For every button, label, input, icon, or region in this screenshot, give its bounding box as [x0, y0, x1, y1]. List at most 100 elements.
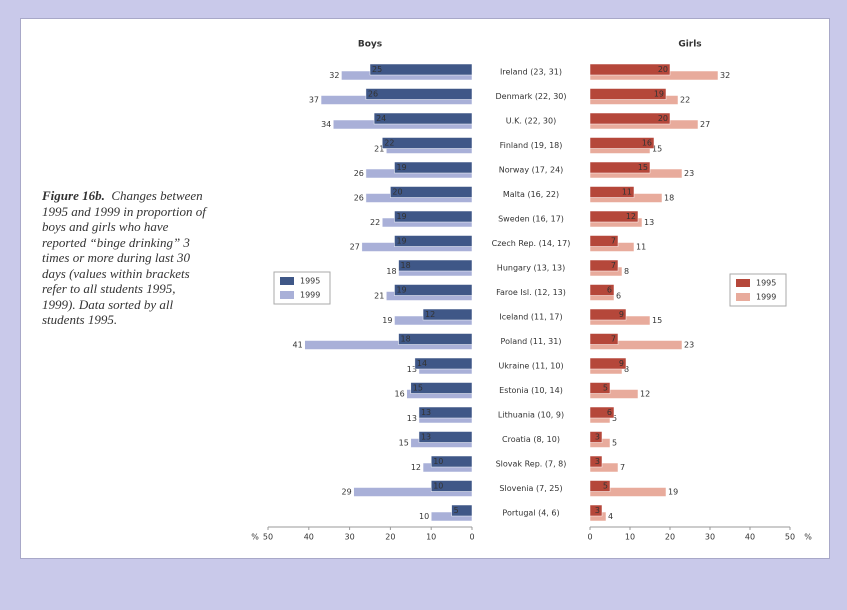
legend-swatch — [280, 277, 294, 285]
x-tick-label: 20 — [665, 533, 675, 542]
value-label: 3 — [595, 506, 600, 515]
legend-label: 1995 — [756, 279, 776, 288]
value-label: 10 — [419, 512, 429, 521]
legend-label: 1999 — [756, 293, 776, 302]
bar — [414, 357, 473, 370]
bar — [589, 210, 639, 223]
x-tick-label: 50 — [263, 533, 273, 542]
bar — [589, 235, 619, 247]
bar — [589, 455, 603, 468]
value-label: 7 — [620, 463, 625, 472]
value-label: 7 — [611, 237, 616, 246]
value-label: 19 — [654, 90, 664, 99]
value-label: 6 — [616, 292, 621, 301]
x-tick-label: 30 — [705, 533, 715, 542]
value-label: 25 — [372, 65, 382, 74]
bar — [589, 63, 671, 76]
bar — [589, 504, 603, 517]
bar — [589, 161, 651, 174]
value-label: 37 — [309, 96, 319, 105]
value-label: 5 — [454, 506, 459, 515]
category-label: Lithuania (10, 9) — [498, 411, 564, 420]
unit-right: % — [804, 533, 812, 542]
value-label: 5 — [612, 439, 617, 448]
category-label: Estonia (10, 14) — [499, 386, 563, 395]
value-label: 12 — [411, 463, 421, 472]
category-label: Iceland (11, 17) — [499, 313, 562, 322]
value-label: 8 — [624, 365, 629, 374]
value-label: 3 — [595, 433, 600, 442]
bar — [589, 333, 619, 345]
category-label: Slovak Rep. (7, 8) — [496, 460, 567, 469]
value-label: 9 — [619, 359, 624, 368]
value-label: 8 — [624, 267, 629, 276]
bar — [394, 210, 473, 223]
value-label: 22 — [370, 218, 380, 227]
bar — [304, 340, 473, 350]
legend-swatch — [280, 291, 294, 299]
category-label: Faroe Isl. (12, 13) — [496, 288, 566, 297]
bar — [353, 487, 473, 497]
value-label: 19 — [382, 316, 392, 325]
value-label: 15 — [638, 163, 648, 172]
value-label: 18 — [401, 335, 411, 344]
value-label: 12 — [626, 212, 636, 221]
value-label: 27 — [350, 243, 360, 252]
category-label: Ireland (23, 31) — [500, 68, 562, 77]
bar — [589, 284, 615, 296]
x-tick-label: 0 — [469, 533, 474, 542]
value-label: 22 — [384, 139, 394, 148]
category-label: Portugal (4, 6) — [502, 509, 559, 518]
bar — [418, 406, 473, 419]
left-title: Boys — [358, 40, 382, 50]
bar — [589, 340, 683, 350]
value-label: 6 — [607, 408, 612, 417]
value-label: 21 — [374, 145, 384, 154]
value-label: 34 — [321, 120, 331, 129]
x-tick-label: 30 — [345, 533, 355, 542]
bar — [589, 137, 655, 149]
x-tick-label: 10 — [426, 533, 436, 542]
value-label: 19 — [396, 163, 406, 172]
x-tick-label: 20 — [385, 533, 395, 542]
value-label: 6 — [607, 286, 612, 295]
value-label: 27 — [700, 120, 710, 129]
value-label: 19 — [668, 488, 678, 497]
value-label: 20 — [658, 65, 668, 74]
value-label: 32 — [329, 71, 339, 80]
bar — [589, 88, 667, 100]
bar — [589, 259, 619, 272]
bar — [394, 161, 473, 174]
value-label: 18 — [401, 261, 411, 270]
value-label: 15 — [652, 145, 662, 154]
legend-swatch — [736, 293, 750, 301]
bar — [589, 382, 611, 394]
value-label: 19 — [396, 286, 406, 295]
value-label: 24 — [376, 114, 386, 123]
bar — [451, 504, 473, 517]
bar — [589, 357, 627, 370]
value-label: 16 — [395, 390, 405, 399]
value-label: 15 — [399, 439, 409, 448]
legend-swatch — [736, 279, 750, 287]
value-label: 7 — [611, 261, 616, 270]
x-tick-label: 40 — [304, 533, 314, 542]
bar — [422, 308, 473, 321]
bar — [589, 431, 603, 443]
category-label: U.K. (22, 30) — [506, 117, 556, 126]
bar — [373, 112, 473, 125]
category-label: Czech Rep. (14, 17) — [492, 239, 571, 248]
value-label: 15 — [413, 384, 423, 393]
x-tick-label: 50 — [785, 533, 795, 542]
value-label: 12 — [425, 310, 435, 319]
bar — [398, 259, 473, 272]
value-label: 22 — [680, 96, 690, 105]
value-label: 16 — [642, 139, 652, 148]
bar — [394, 284, 473, 296]
bar — [418, 431, 473, 443]
bar — [589, 480, 611, 492]
bar — [589, 462, 619, 473]
right-title: Girls — [678, 40, 701, 50]
x-tick-label: 0 — [587, 533, 592, 542]
